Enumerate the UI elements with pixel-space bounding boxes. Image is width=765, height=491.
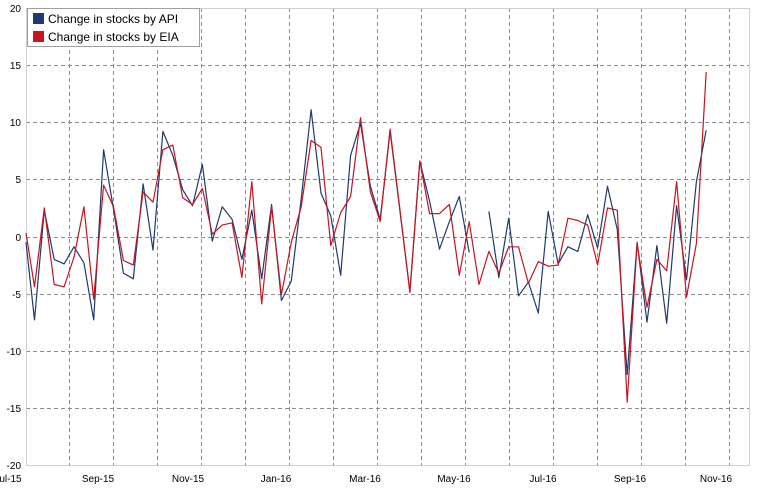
y-tick-label: -5 (12, 290, 21, 301)
y-tick-label: 10 (10, 118, 22, 129)
x-tick-label: Sep-15 (82, 474, 115, 485)
y-tick-label: 20 (10, 4, 22, 15)
gridlines (26, 8, 750, 466)
x-tick-label: Mar-16 (349, 474, 381, 485)
x-tick-label: May-16 (437, 474, 471, 485)
x-tick-label: Jul-15 (0, 474, 22, 485)
series-line (25, 71, 707, 403)
legend: Change in stocks by API Change in stocks … (27, 8, 200, 47)
series-line (488, 130, 707, 376)
x-tick-label: Jul-16 (529, 474, 557, 485)
legend-label: Change in stocks by EIA (48, 30, 179, 44)
legend-swatch (33, 31, 44, 42)
series-eia (25, 71, 707, 403)
legend-swatch (33, 13, 44, 24)
y-tick-label: -10 (7, 347, 22, 358)
series-api (25, 109, 707, 376)
y-tick-label: 5 (15, 175, 21, 186)
x-tick-label: Sep-16 (614, 474, 647, 485)
series-lines (25, 71, 707, 403)
y-tick-label: -20 (7, 461, 22, 472)
x-tick-label: Nov-16 (700, 474, 733, 485)
legend-box (27, 8, 200, 47)
x-tick-label: Jan-16 (261, 474, 292, 485)
y-tick-label: 15 (10, 61, 22, 72)
y-tick-label: 0 (15, 233, 21, 244)
y-tick-label: -15 (7, 404, 22, 415)
legend-label: Change in stocks by API (48, 12, 178, 26)
x-tick-label: Nov-15 (172, 474, 205, 485)
